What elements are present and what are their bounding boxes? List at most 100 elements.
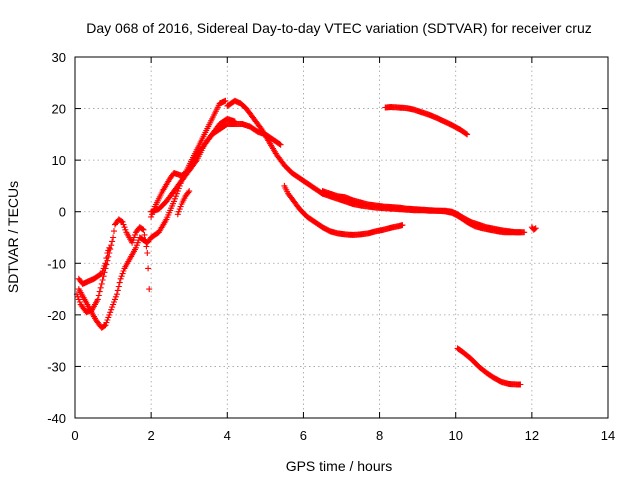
data-point [106, 250, 113, 256]
x-tick-label: 10 [448, 428, 462, 443]
series-arc-3 [73, 216, 153, 316]
data-point [132, 244, 139, 251]
data-point [231, 118, 238, 125]
data-point [118, 273, 125, 280]
data-point [463, 130, 470, 137]
data-point [100, 273, 107, 280]
data-point [185, 189, 192, 196]
series-arc-9 [281, 182, 406, 238]
data-point [114, 287, 121, 294]
data-point [134, 239, 141, 246]
data-point [112, 293, 119, 300]
x-tick-label: 2 [148, 428, 155, 443]
data-point [144, 250, 151, 256]
data-point [119, 219, 126, 225]
y-tick-label: 10 [52, 153, 66, 168]
series-arc-7 [224, 97, 528, 236]
series-arc-6 [174, 188, 193, 218]
data-point [399, 222, 406, 229]
data-point [120, 268, 127, 274]
data-point [111, 299, 117, 305]
data-point [117, 275, 124, 282]
series-arc-1 [75, 244, 113, 287]
data-point [113, 291, 120, 298]
y-tick-label: 30 [52, 50, 66, 65]
data-point [192, 158, 199, 165]
data-point [139, 226, 146, 233]
y-tick-label: -10 [47, 256, 66, 271]
data-point [103, 319, 110, 326]
x-tick-label: 0 [71, 428, 78, 443]
data-point [131, 234, 137, 241]
data-point [75, 296, 82, 303]
data-point [517, 229, 524, 236]
data-point [140, 226, 147, 233]
axis-ticks [74, 56, 609, 419]
data-point [186, 188, 193, 195]
x-tick-label: 6 [300, 428, 307, 443]
y-tick-labels: -40 -30 -20 -10 0 10 20 30 [47, 50, 66, 426]
data-point [119, 270, 126, 277]
data-point [104, 257, 111, 264]
data-point [104, 317, 111, 323]
data-point [101, 269, 108, 276]
data-point [115, 283, 122, 290]
data-point [531, 226, 538, 232]
data-point [517, 381, 524, 388]
data-point [146, 286, 153, 293]
data-point [105, 253, 112, 260]
x-tick-label: 12 [525, 428, 539, 443]
series-arc-5 [148, 115, 238, 215]
data-point [132, 231, 138, 238]
data-point [121, 224, 128, 231]
y-tick-label: 20 [52, 102, 66, 117]
data-point [102, 265, 109, 272]
data-point [143, 243, 150, 250]
data-point [106, 311, 113, 318]
data-point [174, 211, 181, 218]
grid [75, 57, 608, 418]
series-arc-2 [75, 97, 229, 331]
series-arc-8 [319, 188, 524, 236]
data-point [108, 242, 115, 249]
data-point [101, 322, 108, 329]
data-point [277, 141, 284, 148]
series-arc-10 [382, 104, 471, 138]
data-point [111, 228, 117, 235]
data-point [175, 208, 182, 215]
plot-frame [74, 56, 609, 419]
data-point [112, 296, 118, 303]
y-tick-label: -40 [47, 411, 66, 426]
data-point [109, 238, 116, 245]
data-points [73, 97, 539, 388]
y-tick-label: -20 [47, 308, 66, 323]
x-tick-label: 4 [224, 428, 231, 443]
data-point [94, 296, 101, 303]
data-point [107, 309, 114, 316]
data-point [141, 231, 148, 238]
series-arc-12 [528, 224, 539, 233]
data-point [276, 141, 283, 147]
x-tick-labels: 0 2 4 6 8 10 12 14 [71, 428, 615, 443]
data-point [142, 237, 149, 244]
x-tick-label: 14 [601, 428, 615, 443]
y-tick-label: 0 [59, 205, 66, 220]
data-point [171, 195, 178, 202]
data-point [464, 131, 471, 138]
data-point [120, 221, 127, 228]
y-axis-label: SDTVAR / TECUs [5, 181, 21, 293]
series-arc-11 [454, 345, 524, 388]
x-axis-label: GPS time / hours [286, 458, 393, 474]
data-point [74, 293, 81, 300]
data-point [130, 237, 137, 244]
data-point [532, 225, 539, 232]
data-point [96, 288, 103, 295]
x-tick-label: 8 [376, 428, 383, 443]
data-point [145, 265, 152, 272]
data-point [177, 203, 184, 210]
data-point [116, 279, 123, 286]
data-point [118, 218, 125, 225]
data-point [103, 261, 110, 268]
data-point [98, 280, 105, 287]
